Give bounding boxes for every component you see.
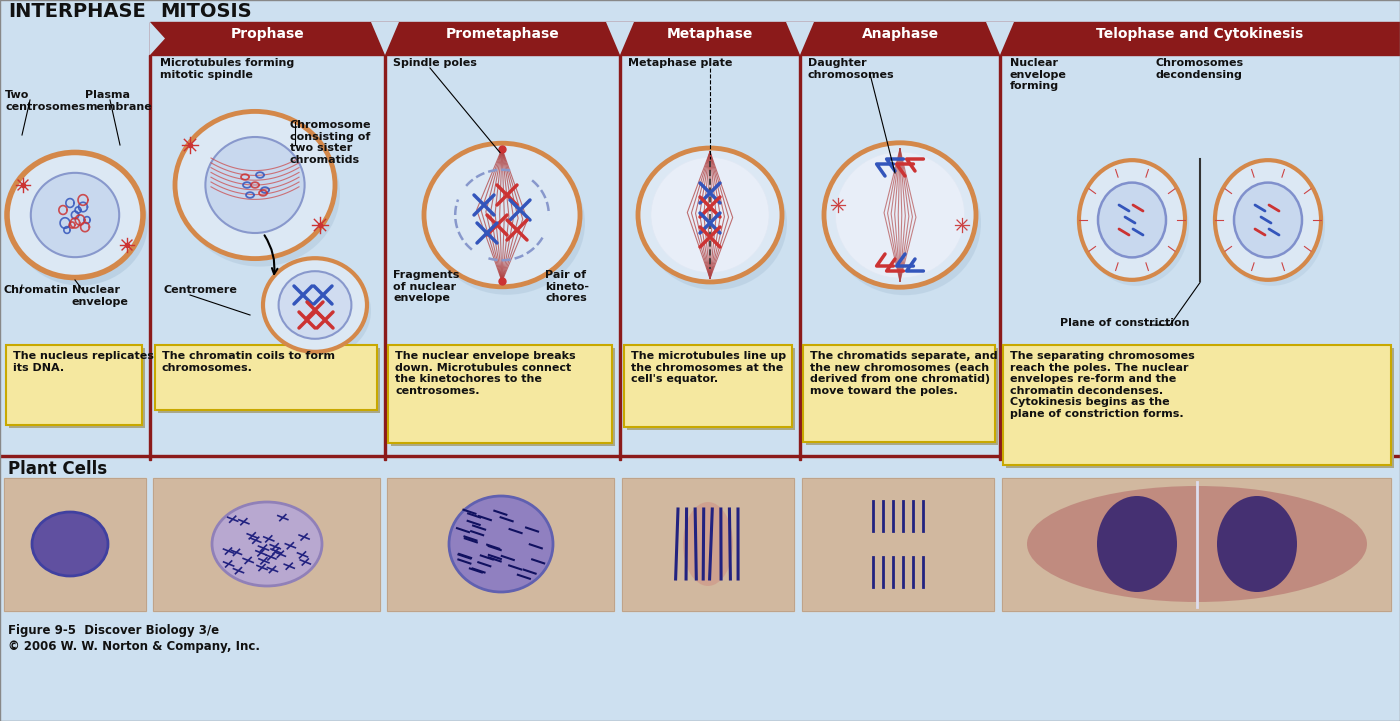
Text: Chromatin: Chromatin (3, 285, 69, 295)
Bar (155, 345, 377, 410)
Ellipse shape (1028, 486, 1366, 602)
Ellipse shape (279, 271, 351, 339)
Text: Centromere: Centromere (162, 285, 237, 295)
Text: Metaphase plate: Metaphase plate (629, 58, 732, 68)
Bar (806, 348, 998, 445)
Text: © 2006 W. W. Norton & Company, Inc.: © 2006 W. W. Norton & Company, Inc. (8, 640, 260, 653)
Text: Microtubules forming
mitotic spindle: Microtubules forming mitotic spindle (160, 58, 294, 79)
Ellipse shape (1217, 496, 1296, 592)
Ellipse shape (836, 152, 965, 278)
Text: The chromatids separate, and
the new chromosomes (each
derived from one chromati: The chromatids separate, and the new chr… (811, 351, 998, 396)
Ellipse shape (175, 112, 335, 259)
Text: Nuclear
envelope: Nuclear envelope (71, 285, 129, 306)
Ellipse shape (31, 173, 119, 257)
Ellipse shape (449, 496, 553, 592)
Text: Spindle poles: Spindle poles (393, 58, 477, 68)
Bar (153, 478, 379, 611)
Text: Nuclear
envelope
forming: Nuclear envelope forming (1009, 58, 1067, 91)
Bar (802, 478, 994, 611)
Polygon shape (150, 22, 165, 55)
Ellipse shape (263, 258, 367, 352)
Text: Two
centrosomes: Two centrosomes (6, 90, 85, 112)
Ellipse shape (428, 151, 585, 295)
Bar (1007, 348, 1394, 468)
Text: Prophase: Prophase (231, 27, 304, 41)
Bar (622, 478, 794, 611)
Polygon shape (986, 22, 1014, 55)
Bar (799, 55, 801, 460)
Bar (619, 55, 622, 460)
Bar (1002, 478, 1392, 611)
Ellipse shape (1098, 182, 1166, 257)
Bar (386, 478, 615, 611)
Bar (1002, 478, 1392, 611)
Ellipse shape (643, 156, 787, 290)
Ellipse shape (424, 143, 580, 287)
Text: The chromatin coils to form
chromosomes.: The chromatin coils to form chromosomes. (162, 351, 335, 373)
Text: Plasma
membrane: Plasma membrane (85, 90, 151, 112)
Text: Daughter
chromosomes: Daughter chromosomes (808, 58, 895, 79)
Bar (4, 478, 146, 611)
Text: The nucleus replicates
its DNA.: The nucleus replicates its DNA. (13, 351, 154, 373)
Text: Fragments
of nuclear
envelope: Fragments of nuclear envelope (393, 270, 459, 304)
Text: Anaphase: Anaphase (861, 27, 938, 41)
Bar (624, 345, 792, 427)
Bar (158, 348, 379, 413)
Ellipse shape (825, 143, 976, 287)
Ellipse shape (1215, 160, 1322, 280)
Ellipse shape (1079, 160, 1184, 280)
Ellipse shape (181, 120, 340, 267)
Ellipse shape (683, 502, 734, 586)
Polygon shape (371, 22, 399, 55)
Text: The nuclear envelope breaks
down. Microtubules connect
the kinetochores to the
c: The nuclear envelope breaks down. Microt… (395, 351, 575, 396)
Text: Metaphase: Metaphase (666, 27, 753, 41)
Bar (391, 348, 615, 446)
Ellipse shape (1098, 496, 1177, 592)
Ellipse shape (267, 264, 371, 358)
Bar (150, 22, 1400, 55)
Text: Plane of constriction: Plane of constriction (1060, 318, 1190, 328)
Text: INTERPHASE: INTERPHASE (8, 2, 146, 21)
Bar (0, 455, 1400, 457)
Ellipse shape (206, 137, 305, 233)
Ellipse shape (638, 148, 783, 282)
Ellipse shape (829, 151, 981, 295)
Polygon shape (606, 22, 634, 55)
Text: Pair of
kineto-
chores: Pair of kineto- chores (545, 270, 589, 304)
Bar (4, 478, 146, 611)
Bar (384, 55, 386, 460)
Ellipse shape (1084, 166, 1189, 286)
Bar (8, 348, 146, 428)
Bar (386, 478, 615, 611)
Bar (627, 348, 795, 430)
Text: Plant Cells: Plant Cells (8, 460, 108, 478)
Ellipse shape (651, 157, 769, 273)
Bar (153, 478, 379, 611)
Bar (0, 0, 1400, 22)
Bar (1002, 345, 1392, 465)
Bar (6, 345, 141, 425)
Polygon shape (785, 22, 813, 55)
Bar (148, 55, 151, 460)
Bar (1000, 55, 1001, 460)
Bar (622, 478, 794, 611)
Ellipse shape (211, 502, 322, 586)
Text: Chromosome
consisting of
two sister
chromatids: Chromosome consisting of two sister chro… (290, 120, 371, 165)
Text: The microtubules line up
the chromosomes at the
cell's equator.: The microtubules line up the chromosomes… (631, 351, 787, 384)
Ellipse shape (1233, 182, 1302, 257)
Text: Chromosomes
decondensing: Chromosomes decondensing (1155, 58, 1243, 79)
Text: Figure 9-5  Discover Biology 3/e: Figure 9-5 Discover Biology 3/e (8, 624, 220, 637)
Ellipse shape (13, 161, 148, 286)
Ellipse shape (1219, 166, 1324, 286)
Ellipse shape (7, 152, 143, 278)
Text: Telophase and Cytokinesis: Telophase and Cytokinesis (1096, 27, 1303, 41)
Text: Prometaphase: Prometaphase (445, 27, 560, 41)
Bar (802, 478, 994, 611)
Text: MITOSIS: MITOSIS (160, 2, 252, 21)
Bar (804, 345, 995, 442)
Text: The separating chromosomes
reach the poles. The nuclear
envelopes re-form and th: The separating chromosomes reach the pol… (1009, 351, 1194, 419)
Ellipse shape (32, 512, 108, 576)
Bar (388, 345, 612, 443)
